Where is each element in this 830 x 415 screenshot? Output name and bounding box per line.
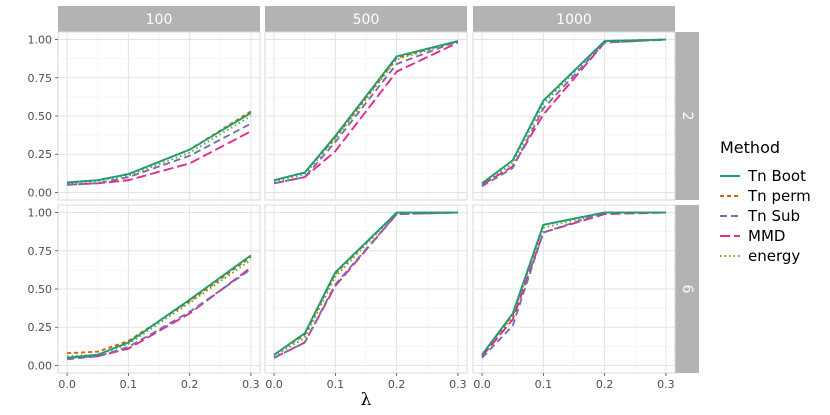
series-line-tn-sub bbox=[273, 40, 459, 185]
row-strip-label: 2 bbox=[679, 112, 695, 121]
x-tick-label: 0.1 bbox=[535, 378, 553, 391]
column-strip-100 bbox=[58, 6, 260, 32]
x-tick-label: 0.0 bbox=[473, 378, 491, 391]
x-axis-title: λ bbox=[361, 390, 372, 410]
series-line-tn-boot bbox=[273, 40, 459, 182]
y-tick-label: 0.50 bbox=[28, 110, 53, 123]
legend-label: MMD bbox=[748, 227, 785, 245]
x-tick-label: 0.1 bbox=[327, 378, 345, 391]
y-tick-label: 0.50 bbox=[28, 283, 53, 296]
x-tick-label: 0.3 bbox=[242, 378, 260, 391]
series-line-tn-sub bbox=[67, 122, 252, 186]
panel-border bbox=[472, 31, 676, 201]
series-line-energy bbox=[273, 211, 458, 358]
x-tick-label: 0.3 bbox=[657, 378, 675, 391]
legend-label: Tn Sub bbox=[747, 207, 800, 225]
x-tick-label: 0.0 bbox=[265, 378, 283, 391]
column-strip-label: 100 bbox=[146, 12, 173, 28]
y-tick-label: 1.00 bbox=[28, 207, 53, 220]
panel-6-100 bbox=[57, 204, 261, 374]
row-strip-6 bbox=[675, 205, 699, 373]
x-tick-label: 0.2 bbox=[596, 378, 614, 391]
panels-layer: 100 500 1000 2 6 bbox=[57, 6, 699, 374]
x-tick-label: 0.1 bbox=[120, 378, 138, 391]
row-strip-2 bbox=[675, 32, 699, 200]
y-tick-label: 0.75 bbox=[28, 245, 53, 258]
panel-border bbox=[264, 204, 468, 374]
column-strip-1000 bbox=[473, 6, 675, 32]
panel-2-1000 bbox=[472, 31, 676, 201]
y-tick-label: 1.00 bbox=[28, 34, 53, 47]
x-tick-label: 0.0 bbox=[58, 378, 76, 391]
series-line-mmd bbox=[273, 41, 459, 185]
panel-border bbox=[472, 204, 676, 374]
y-tick-label: 0.00 bbox=[28, 359, 53, 372]
panel-6-500 bbox=[264, 204, 468, 374]
panel-border bbox=[264, 31, 468, 201]
series-line-mmd bbox=[481, 211, 666, 357]
series-line-tn-boot bbox=[273, 211, 458, 356]
series-line-tn-sub bbox=[481, 38, 666, 188]
legend-title: Method bbox=[720, 138, 780, 157]
series-line-tn-sub bbox=[66, 268, 252, 361]
legend-label: Tn perm bbox=[747, 187, 811, 205]
x-tick-label: 0.2 bbox=[181, 378, 199, 391]
series-line-tn-boot bbox=[67, 112, 252, 184]
legend-label: energy bbox=[748, 247, 800, 265]
series-line-tn-boot bbox=[66, 254, 252, 359]
column-strip-label: 1000 bbox=[556, 12, 592, 28]
legend: Method Tn Boot Tn perm Tn Sub MMD energy bbox=[720, 138, 811, 265]
series-line-tn-sub bbox=[273, 211, 458, 359]
x-tick-label: 0.2 bbox=[388, 378, 406, 391]
legend-label: Tn Boot bbox=[747, 167, 806, 185]
y-tick-label: 0.75 bbox=[28, 72, 53, 85]
y-tick-label: 0.25 bbox=[28, 148, 53, 161]
series-line-tn-boot bbox=[481, 211, 666, 356]
y-tick-label: 0.25 bbox=[28, 321, 53, 334]
panel-2-100 bbox=[57, 31, 261, 201]
x-tick-label: 0.3 bbox=[449, 378, 467, 391]
panel-6-1000 bbox=[472, 204, 676, 374]
axes-layer: 0.00 0.25 0.50 0.75 1.00 0.00 0.25 0.50 0.75 1.00… bbox=[28, 34, 675, 391]
panel-2-500 bbox=[264, 31, 468, 201]
row-strip-label: 6 bbox=[679, 285, 695, 294]
column-strip-label: 500 bbox=[353, 12, 380, 28]
series-line-mmd bbox=[67, 130, 252, 186]
series-line-tn-boot bbox=[481, 38, 666, 185]
series-line-energy bbox=[67, 259, 252, 358]
y-tick-label: 0.00 bbox=[28, 186, 53, 199]
column-strip-500 bbox=[265, 6, 467, 32]
series-line-tn-perm bbox=[67, 256, 252, 355]
